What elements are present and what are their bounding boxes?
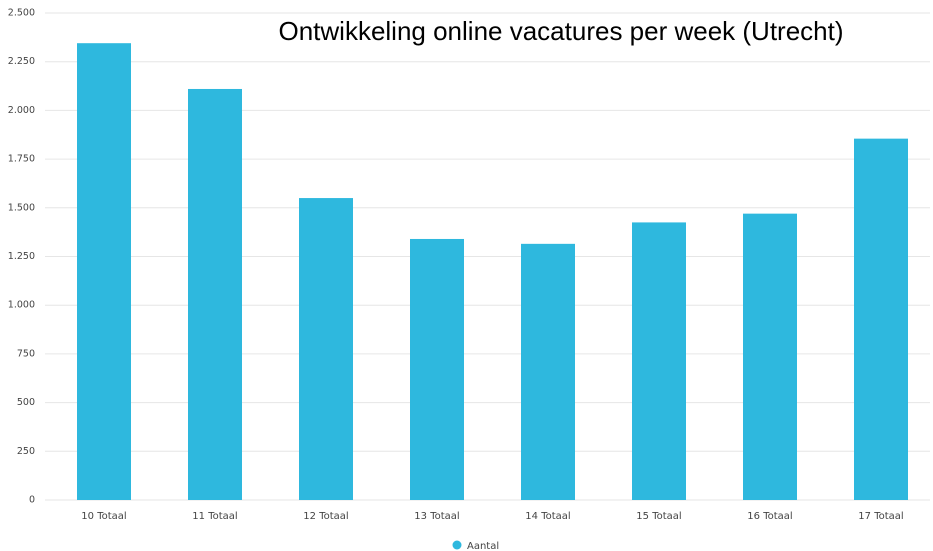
x-tick-label: 16 Totaal	[747, 511, 792, 522]
y-tick-label: 500	[17, 397, 35, 408]
x-tick-label: 13 Totaal	[414, 511, 459, 522]
chart-title: Ontwikkeling online vacatures per week (…	[278, 16, 843, 46]
bar	[632, 222, 686, 500]
y-tick-label: 1.750	[8, 154, 35, 165]
bar	[743, 213, 797, 501]
y-tick-label: 250	[17, 446, 35, 457]
y-tick-label: 1.500	[8, 202, 35, 213]
x-tick-label: 11 Totaal	[192, 511, 237, 522]
legend-marker	[452, 540, 462, 550]
y-tick-label: 2.250	[8, 56, 35, 67]
bar	[299, 198, 353, 500]
x-tick-label: 10 Totaal	[81, 511, 126, 522]
x-tick-label: 12 Totaal	[303, 511, 348, 522]
x-tick-label: 14 Totaal	[525, 511, 570, 522]
y-tick-label: 750	[17, 348, 35, 359]
legend-label: Aantal	[467, 541, 499, 551]
bar	[77, 43, 131, 500]
y-tick-label: 2.000	[8, 105, 35, 116]
bar	[188, 88, 242, 501]
bar	[410, 238, 464, 500]
y-tick-label: 2.500	[8, 8, 35, 19]
bar	[521, 243, 575, 500]
y-tick-label: 1.000	[8, 300, 35, 311]
bar	[854, 138, 908, 500]
x-tick-label: 15 Totaal	[636, 511, 681, 522]
x-tick-label: 17 Totaal	[858, 511, 903, 522]
y-tick-label: 1.250	[8, 251, 35, 262]
y-tick-label: 0	[29, 495, 35, 506]
